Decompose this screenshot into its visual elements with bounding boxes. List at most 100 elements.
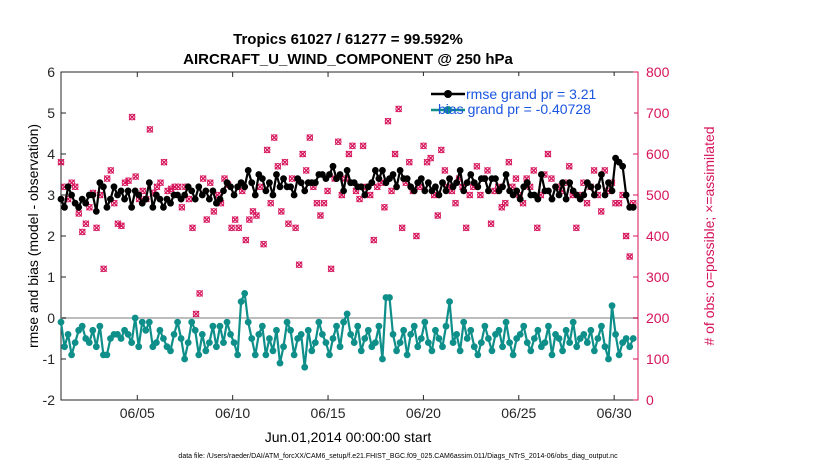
rmse-point (403, 175, 411, 183)
obs-possible-point (615, 199, 623, 207)
obs-possible-point (601, 167, 609, 174)
y-tick-label-right: 200 (646, 310, 670, 326)
rmse-point (622, 191, 630, 199)
obs-possible-point (253, 212, 260, 219)
rmse-point (396, 167, 404, 174)
rmse-point (188, 187, 196, 195)
bias-point (89, 326, 97, 334)
bias-point (626, 343, 634, 351)
obs-assimilated-point (437, 146, 445, 154)
rmse-point (269, 191, 277, 199)
obs-assimilated-point (274, 162, 282, 170)
obs-x-stroke (249, 207, 257, 215)
obs-assimilated-point (395, 105, 403, 113)
obs-assimilated-point (405, 158, 413, 166)
obs-possible-point (174, 183, 182, 191)
bias-point (424, 339, 432, 346)
obs-x-stroke (157, 179, 164, 187)
obs-x-stroke (398, 224, 406, 232)
x-axis-label: Jun.01,2014 00:00:00 start (265, 429, 432, 445)
obs-assimilated-point (277, 207, 285, 215)
rmse-point (329, 162, 337, 170)
rmse-point (371, 167, 379, 174)
obs-possible-point (199, 175, 207, 182)
obs-x-stroke (231, 216, 239, 224)
bias-point (230, 339, 238, 346)
rmse-point (117, 187, 125, 195)
obs-possible-point (484, 167, 491, 174)
bias-point (205, 339, 213, 346)
obs-assimilated-point (572, 224, 580, 232)
obs-x-stroke (316, 212, 324, 219)
obs-possible-point (267, 199, 274, 207)
bias-point (92, 343, 100, 351)
bias-point (61, 343, 68, 351)
bias-point (601, 343, 609, 351)
obs-possible-point (114, 220, 122, 227)
legend-bias-label: bias grand pr = -0.40728 (438, 101, 591, 117)
obs-possible-point (388, 187, 395, 195)
rmse-point (68, 191, 75, 199)
obs-possible-point (118, 222, 125, 230)
bias-point (343, 310, 351, 318)
rmse-point (262, 187, 270, 195)
bias-point (290, 351, 298, 359)
rmse-point (481, 175, 489, 183)
rmse-point (619, 162, 627, 170)
obs-possible-point (270, 134, 278, 141)
obs-assimilated-point (160, 158, 168, 166)
rmse-point (107, 195, 114, 203)
bias-point (145, 318, 153, 326)
obs-x-stroke (501, 199, 509, 207)
obs-x-stroke (434, 212, 442, 219)
obs-possible-point (285, 220, 292, 227)
obs-possible-point (263, 146, 271, 154)
rmse-point (230, 191, 238, 199)
rmse-point (220, 187, 227, 195)
rmse-point (424, 179, 432, 187)
obs-assimilated-point (316, 212, 324, 219)
y-axis-label-left: rmse and bias (model - observation) (25, 124, 41, 348)
bias-point (354, 322, 362, 330)
obs-possible-point (128, 113, 136, 121)
obs-x-stroke (75, 209, 83, 217)
bias-point (142, 326, 150, 334)
obs-assimilated-point (245, 216, 253, 224)
obs-possible-point (434, 212, 442, 219)
x-tick-label: 06/05 (120, 405, 155, 421)
bias-point (545, 322, 552, 330)
bias-point (64, 331, 72, 338)
obs-assimilated-point (484, 166, 491, 174)
rmse-point (456, 167, 464, 174)
obs-x-stroke (466, 191, 474, 199)
obs-assimilated-point (544, 150, 552, 158)
rmse-point (276, 183, 284, 191)
bias-point (117, 335, 125, 342)
bias-point (301, 363, 309, 371)
rmse-point (64, 183, 72, 191)
bias-point (357, 347, 365, 355)
obs-x-stroke (366, 191, 374, 199)
obs-x-stroke (125, 177, 132, 185)
obs-possible-point (512, 175, 520, 182)
obs-possible-point (626, 253, 633, 260)
bias-point (85, 339, 93, 346)
rmse-point (375, 175, 383, 183)
bias-point (407, 331, 415, 338)
obs-x-stroke (462, 224, 470, 232)
y-tick-label-right: 800 (646, 64, 670, 80)
obs-x-stroke (548, 175, 555, 183)
bias-point (594, 335, 602, 342)
obs-possible-point (359, 142, 367, 150)
obs-assimilated-point (366, 191, 374, 199)
obs-possible-point (441, 167, 449, 174)
obs-assimilated-point (622, 232, 630, 240)
rmse-point (266, 179, 273, 187)
obs-x-stroke (107, 166, 115, 174)
obs-assimilated-point (302, 166, 310, 174)
bias-point (615, 351, 623, 359)
obs-possible-point (477, 191, 484, 199)
obs-assimilated-point (530, 166, 538, 174)
obs-x-stroke (430, 191, 438, 199)
obs-x-stroke (256, 183, 264, 191)
